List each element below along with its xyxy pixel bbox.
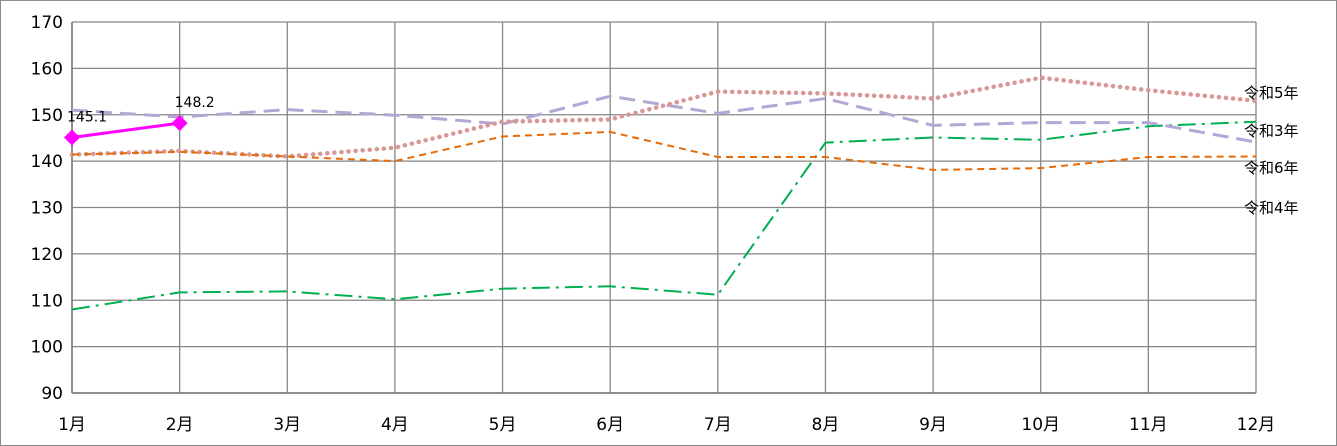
y-tick-label: 130: [31, 199, 63, 219]
series-line-r4: [71, 94, 1257, 144]
y-tick-label: 160: [31, 59, 63, 79]
y-tick-label: 140: [31, 152, 63, 172]
x-tick-label: 8月: [812, 415, 840, 435]
x-tick-label: 9月: [919, 415, 947, 435]
x-tick-label: 10月: [1021, 415, 1060, 435]
series-end-label: 令和4年: [1244, 199, 1299, 217]
x-tick-label: 4月: [381, 415, 409, 435]
y-tick-label: 150: [31, 106, 63, 126]
x-tick-label: 12月: [1237, 415, 1276, 435]
series-line-r6: [71, 130, 1257, 171]
data-point-marker: [171, 115, 188, 132]
x-tick-label: 7月: [704, 415, 732, 435]
y-tick-label: 90: [41, 384, 63, 404]
data-point-marker: [64, 129, 80, 146]
y-tick-label: 170: [31, 13, 63, 33]
series-line-r7: [70, 121, 182, 139]
series-end-label: 令和5年: [1244, 84, 1299, 102]
y-tick-label: 100: [31, 338, 63, 358]
y-tick-label: 110: [31, 291, 63, 311]
x-tick-label: 5月: [489, 415, 517, 435]
y-tick-label: 120: [31, 245, 63, 265]
data-label: 148.2: [175, 95, 215, 111]
series-end-label: 令和3年: [1244, 122, 1299, 140]
x-tick-label: 6月: [596, 415, 624, 435]
x-tick-label: 1月: [58, 415, 86, 435]
x-tick-label: 11月: [1129, 415, 1168, 435]
series-line-r3: [71, 120, 1257, 311]
series-line-r5: [69, 75, 1259, 159]
x-tick-label: 2月: [166, 415, 194, 435]
x-tick-label: 3月: [273, 415, 301, 435]
data-label: 145.1: [67, 109, 107, 125]
series-end-label: 令和6年: [1244, 159, 1299, 177]
